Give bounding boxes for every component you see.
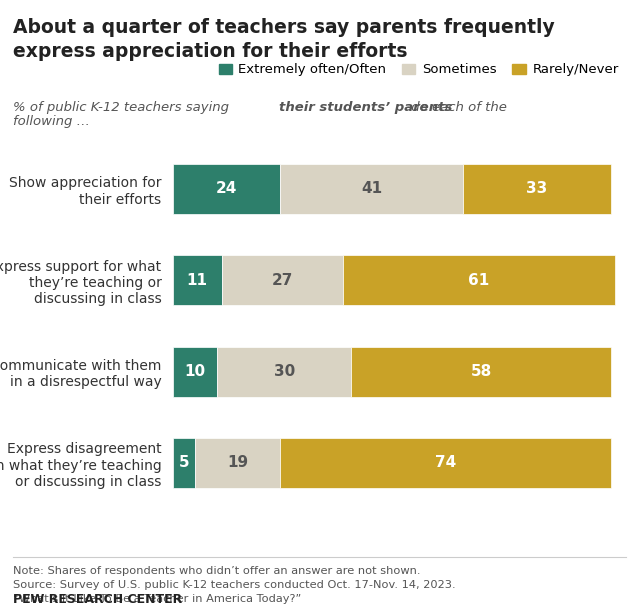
Bar [173,346,217,397]
Bar [280,438,611,488]
Text: 58: 58 [470,364,492,379]
Text: About a quarter of teachers say parents frequently
express appreciation for thei: About a quarter of teachers say parents … [13,18,555,61]
Bar [463,164,611,214]
Bar [173,164,280,214]
Text: 27: 27 [272,273,293,288]
Text: % of public K-12 teachers saying: % of public K-12 teachers saying [13,101,233,114]
Text: 11: 11 [187,273,208,288]
Bar [195,438,280,488]
Text: 24: 24 [215,181,237,196]
Text: Note: Shares of respondents who didn’t offer an answer are not shown.
Source: Su: Note: Shares of respondents who didn’t o… [13,566,456,604]
Text: following …: following … [13,115,89,128]
Text: 41: 41 [361,181,382,196]
Text: 30: 30 [273,364,295,379]
Text: 19: 19 [227,456,248,470]
Text: 5: 5 [178,456,189,470]
Text: 61: 61 [468,273,489,288]
Text: PEW RESEARCH CENTER: PEW RESEARCH CENTER [13,593,182,606]
Bar [343,255,615,306]
Legend: Extremely often/Often, Sometimes, Rarely/Never: Extremely often/Often, Sometimes, Rarely… [213,58,624,81]
Text: 10: 10 [184,364,206,379]
Text: 74: 74 [435,456,456,470]
Text: their students’ parents: their students’ parents [279,101,452,114]
Bar [173,255,222,306]
Text: do each of the: do each of the [407,101,507,114]
Bar [217,346,351,397]
Bar [222,255,343,306]
Text: 33: 33 [527,181,548,196]
Bar [173,438,195,488]
Bar [351,346,611,397]
Bar [280,164,463,214]
